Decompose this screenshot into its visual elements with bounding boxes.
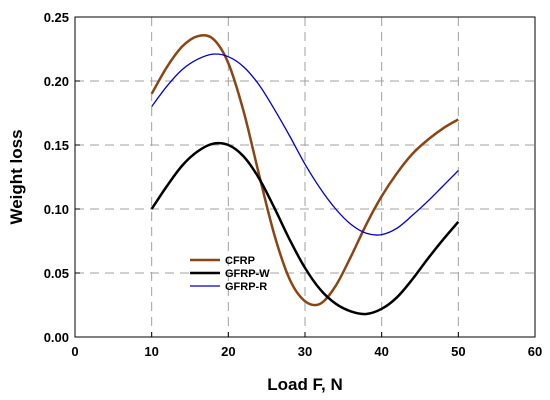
legend-label: CFRP bbox=[225, 255, 255, 267]
y-tick-label: 0.00 bbox=[44, 330, 69, 345]
x-tick-label: 60 bbox=[528, 344, 542, 359]
y-tick-label: 0.05 bbox=[44, 266, 69, 281]
grid bbox=[75, 17, 535, 337]
y-axis-title: Weight loss bbox=[7, 129, 26, 224]
x-tick-label: 20 bbox=[221, 344, 235, 359]
legend-label: GFRP-W bbox=[225, 268, 270, 280]
series-lines bbox=[150, 34, 460, 316]
x-tick-label: 10 bbox=[144, 344, 158, 359]
y-tick-label: 0.20 bbox=[44, 74, 69, 89]
series-line-cfrp bbox=[150, 34, 459, 307]
axis-ticks: 0 10 20 30 40 50 60 0.00 0.05 0.10 0.15 0.20 0.25 bbox=[44, 10, 543, 359]
series-line-gfrp-r bbox=[151, 53, 459, 236]
y-tick-label: 0.25 bbox=[44, 10, 69, 25]
x-tick-label: 50 bbox=[451, 344, 465, 359]
x-tick-label: 40 bbox=[374, 344, 388, 359]
x-tick-label: 0 bbox=[71, 344, 78, 359]
x-axis-title: Load F, N bbox=[267, 375, 343, 394]
y-tick-label: 0.15 bbox=[44, 138, 69, 153]
x-tick-label: 30 bbox=[298, 344, 312, 359]
series-line-gfrp-w bbox=[150, 141, 460, 316]
legend-label: GFRP-R bbox=[225, 281, 267, 293]
y-tick-label: 0.10 bbox=[44, 202, 69, 217]
